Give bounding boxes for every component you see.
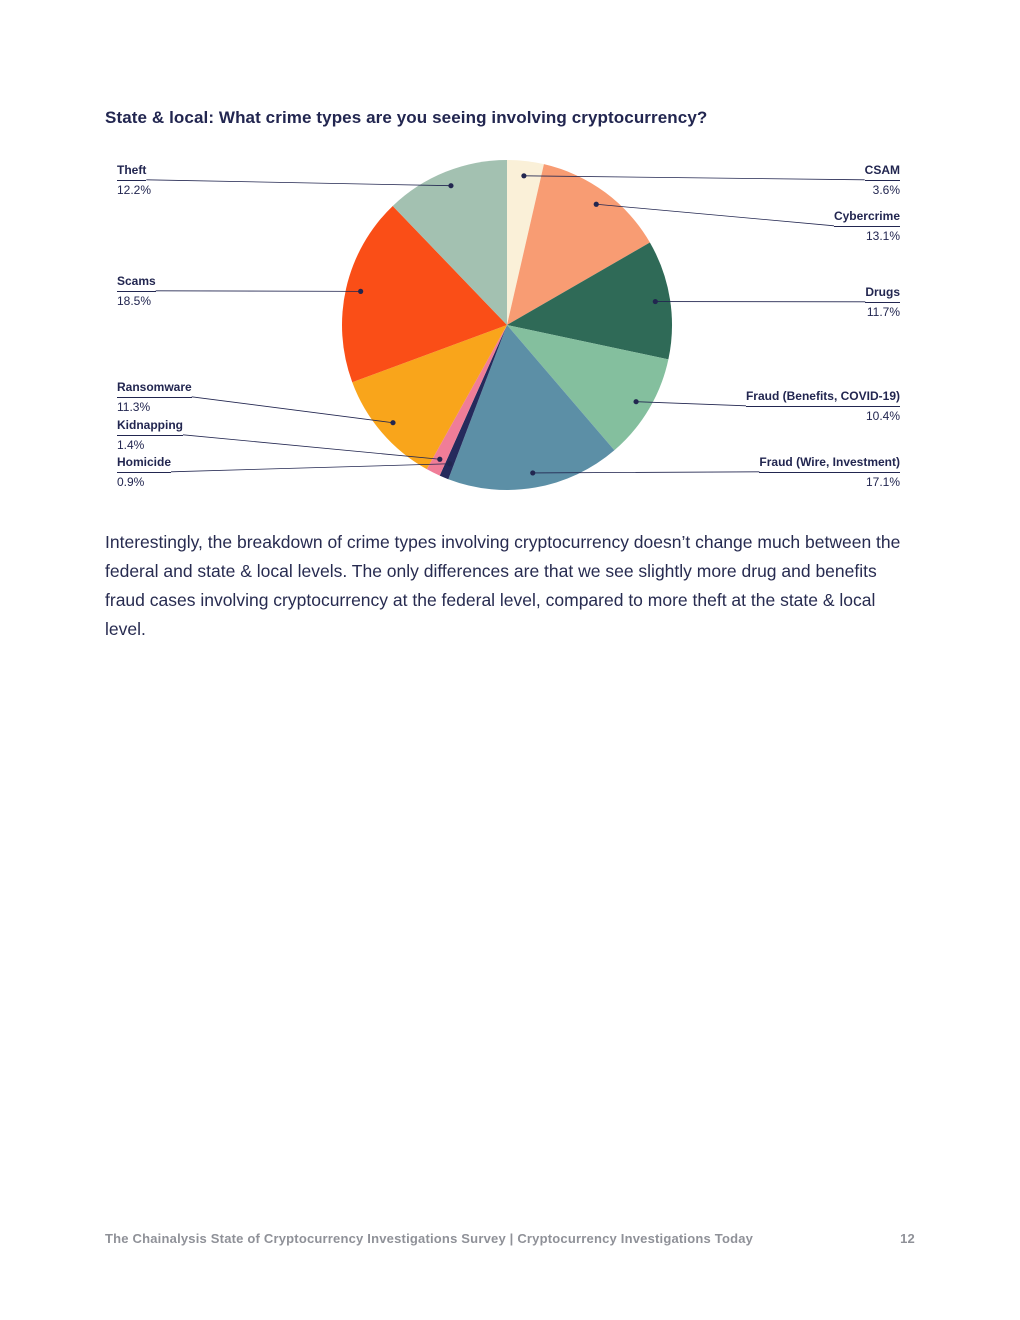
pie-label-name: Scams bbox=[117, 274, 156, 292]
leader-line-csam bbox=[523, 175, 865, 181]
pie-label-fraud-benefits-covid-19: Fraud (Benefits, COVID-19) 10.4% bbox=[745, 389, 900, 424]
leader-line-homicide bbox=[171, 463, 450, 473]
leader-line-cybercrime bbox=[596, 203, 834, 227]
pie-label-csam: CSAM 3.6% bbox=[864, 163, 900, 198]
pie-label-name: Fraud (Benefits, COVID-19) bbox=[745, 389, 900, 407]
leader-dot-ransomware bbox=[390, 420, 396, 426]
pie-label-name: Theft bbox=[117, 163, 147, 181]
pie-label-pct: 1.4% bbox=[117, 437, 145, 452]
leader-dot-drugs bbox=[652, 298, 658, 305]
leader-line-ransomware bbox=[191, 396, 394, 424]
pie-slice-theft bbox=[392, 160, 507, 325]
pie-label-pct: 18.5% bbox=[117, 293, 152, 308]
leader-dot-kidnapping bbox=[437, 456, 443, 462]
pie-label-name: Cybercrime bbox=[833, 209, 900, 227]
pie-label-fraud-wire-investment: Fraud (Wire, Investment) 17.1% bbox=[759, 455, 900, 490]
chart-title: State & local: What crime types are you … bbox=[105, 108, 708, 127]
pie-label-homicide: Homicide 0.9% bbox=[117, 455, 172, 490]
pie-slice-csam bbox=[507, 160, 544, 325]
pie-slice-drugs bbox=[507, 242, 672, 360]
pie-label-pct: 17.1% bbox=[865, 474, 900, 489]
pie-label-name: Kidnapping bbox=[117, 418, 183, 436]
leader-dot-fraud-benefits-covid-19 bbox=[633, 399, 639, 405]
leader-line-kidnapping bbox=[182, 434, 440, 460]
body-paragraph: Interestingly, the breakdown of crime ty… bbox=[105, 532, 901, 639]
leader-dot-homicide bbox=[447, 461, 453, 467]
leader-line-theft bbox=[146, 179, 451, 187]
leader-line-scams bbox=[155, 290, 361, 292]
pie-label-scams: Scams 18.5% bbox=[117, 274, 156, 309]
pie-label-name: Ransomware bbox=[117, 380, 192, 398]
leader-dot-csam bbox=[521, 173, 527, 179]
footer-page-number: 12 bbox=[900, 1231, 915, 1246]
page-footer: The Chainalysis State of Cryptocurrency … bbox=[105, 1231, 915, 1246]
pie-label-pct: 13.1% bbox=[865, 228, 900, 243]
pie-label-pct: 11.3% bbox=[117, 399, 151, 414]
pie-label-pct: 11.7% bbox=[866, 304, 900, 319]
pie-label-name: Drugs bbox=[865, 285, 900, 303]
footer-text: The Chainalysis State of Cryptocurrency … bbox=[105, 1231, 754, 1246]
pie-slice-fraud-wire-investment bbox=[448, 325, 615, 490]
leader-dot-theft bbox=[448, 183, 454, 189]
leader-dot-scams bbox=[358, 288, 364, 294]
leader-dot-fraud-wire-investment bbox=[530, 470, 536, 476]
leader-dot-cybercrime bbox=[593, 201, 599, 207]
leader-line-fraud-wire-investment bbox=[532, 471, 760, 474]
pie-label-drugs: Drugs 11.7% bbox=[865, 285, 900, 320]
pie-label-name: Fraud (Wire, Investment) bbox=[759, 455, 900, 473]
pie-label-name: CSAM bbox=[864, 163, 900, 181]
pie-label-kidnapping: Kidnapping 1.4% bbox=[117, 418, 183, 453]
pie-label-pct: 3.6% bbox=[872, 182, 900, 197]
pie-label-pct: 0.9% bbox=[117, 474, 145, 489]
leader-line-fraud-benefits-covid-19 bbox=[636, 401, 746, 407]
pie-slice-ransomware bbox=[352, 325, 507, 470]
pie-slice-cybercrime bbox=[507, 164, 650, 325]
pie-label-name: Homicide bbox=[117, 455, 172, 473]
pie-label-pct: 12.2% bbox=[117, 182, 152, 197]
pie-slice-kidnapping bbox=[426, 325, 507, 476]
pie-label-theft: Theft 12.2% bbox=[117, 163, 152, 198]
pie-slice-fraud-benefits-covid-19 bbox=[507, 325, 669, 451]
pie-slice-homicide bbox=[439, 325, 507, 480]
pie-slice-scams bbox=[342, 205, 507, 383]
pie-label-pct: 10.4% bbox=[865, 408, 900, 423]
pie-label-ransomware: Ransomware 11.3% bbox=[117, 380, 192, 415]
pie-label-cybercrime: Cybercrime 13.1% bbox=[833, 209, 900, 244]
